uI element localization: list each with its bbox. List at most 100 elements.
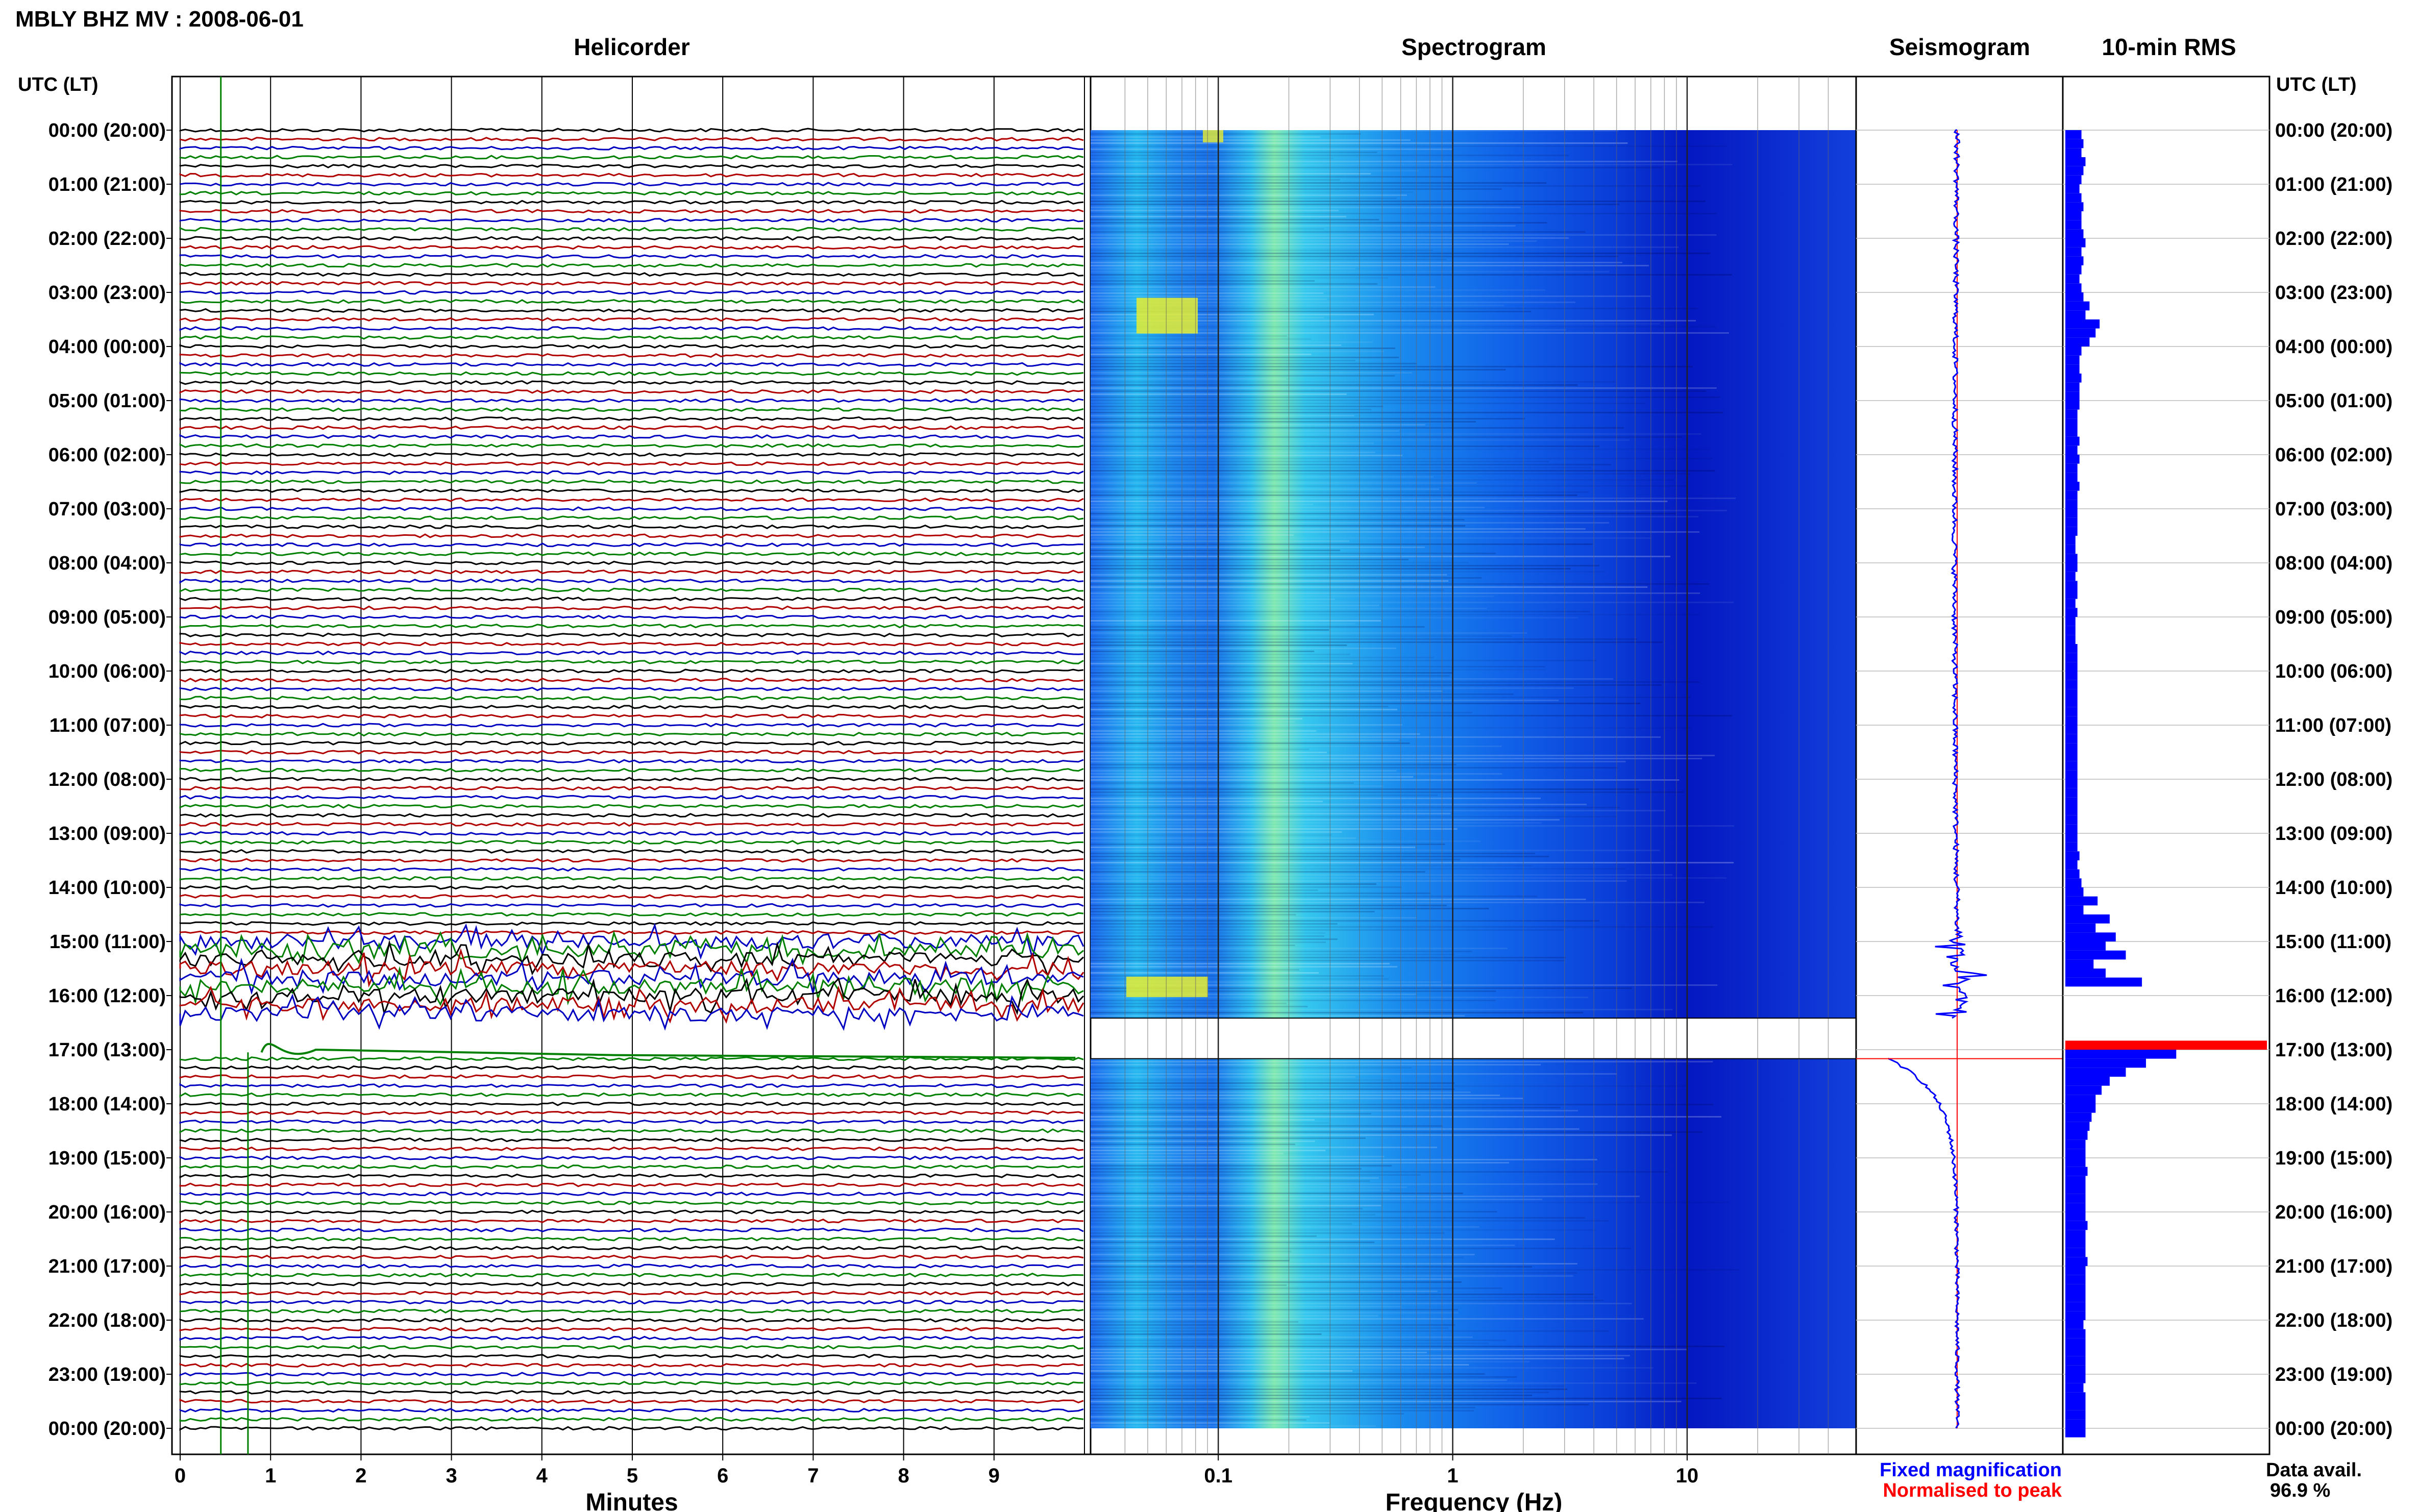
spectrogram-row — [1091, 960, 1565, 961]
time-tick-left: 02:00 (22:00) — [48, 228, 166, 250]
spectrogram-row — [1091, 295, 1650, 297]
spectrogram-row — [1091, 831, 1342, 833]
rms-bar — [2065, 932, 2116, 941]
spectrogram-row — [1091, 1141, 1315, 1142]
rms-bar — [2065, 797, 2078, 806]
spectrogram-row — [1091, 700, 1559, 701]
spectrogram-row — [1091, 920, 1600, 922]
rms-bar — [2065, 878, 2082, 887]
helicorder-trace — [179, 704, 1084, 710]
spectrogram-row — [1091, 234, 1717, 236]
rms-bar — [2065, 1302, 2086, 1311]
spectrogram-row — [1091, 911, 1375, 912]
time-tick-left: 05:00 (01:00) — [48, 390, 166, 412]
rms-bar — [2065, 337, 2090, 346]
spectrogram-row — [1091, 1165, 1392, 1167]
spectrogram-row — [1091, 886, 1402, 888]
spectrogram-row — [1091, 1189, 1390, 1191]
data-availability-label: Data avail. — [2266, 1459, 2362, 1481]
spectrogram-row — [1091, 550, 1341, 551]
spectrogram-row — [1091, 776, 1414, 778]
minute-tick-label: 5 — [627, 1465, 638, 1487]
spectrogram-row — [1091, 1416, 1310, 1418]
spectrogram-row — [1091, 442, 1374, 444]
time-axis-ticks: 00:00 (20:00) 00:00 (20:00) 01:00 (21:00) 0… — [48, 120, 2393, 1440]
spectrogram-row — [1091, 1085, 1686, 1087]
spectrogram-row — [1091, 1398, 1722, 1399]
spectrogram-row — [1091, 1122, 1329, 1124]
spectrogram-row — [1091, 1232, 1445, 1234]
spectrogram-row — [1091, 522, 1609, 524]
spectrogram-row — [1091, 1376, 1517, 1378]
spectrogram-row — [1091, 764, 1457, 765]
spectrogram-row — [1091, 1281, 1462, 1283]
spectrogram-row — [1091, 1012, 1584, 1013]
rms-bar — [2065, 509, 2078, 518]
helicorder-trace — [179, 1200, 1084, 1205]
rms-bar — [2065, 1095, 2096, 1104]
rms-bar — [2065, 752, 2078, 761]
spectrogram-row — [1091, 194, 1407, 196]
spectrogram-row — [1091, 1321, 1299, 1323]
spectrogram-row — [1091, 1309, 1459, 1310]
spectrogram-row — [1091, 929, 1564, 931]
helicorder-trace — [179, 678, 1084, 683]
spectrogram-row — [1091, 400, 1453, 401]
time-tick-right: 16:00 (12:00) — [2275, 985, 2392, 1007]
spectrogram-row — [1091, 1263, 1577, 1265]
helicorder-trace — [179, 1219, 1084, 1224]
helicorder-trace — [179, 985, 1084, 1024]
time-tick-right: 23:00 (19:00) — [2275, 1364, 2392, 1385]
spectrogram-row — [1091, 265, 1649, 266]
rms-bar — [2065, 148, 2082, 157]
spectrogram-row — [1091, 844, 1445, 845]
spectrogram-row — [1091, 366, 1693, 367]
rms-bar — [2065, 1122, 2090, 1131]
spectrogram-row — [1091, 1193, 1463, 1194]
spectrogram-row — [1091, 1015, 1465, 1017]
rms-bar — [2065, 608, 2078, 617]
spectrogram-row — [1091, 847, 1416, 848]
spectrogram-row — [1091, 761, 1626, 762]
helicorder-trace — [179, 1308, 1084, 1314]
helicorder-trace — [179, 1291, 1084, 1296]
spectrogram-row — [1091, 556, 1671, 557]
rms-bar — [2065, 779, 2078, 788]
helicorder-trace — [179, 777, 1084, 782]
spectrogram-row — [1091, 724, 1402, 726]
spectrogram-row — [1091, 256, 1619, 257]
helicorder-trace — [179, 1173, 1084, 1179]
rms-bar — [2065, 1311, 2086, 1320]
helicorder-trace — [179, 470, 1084, 475]
legend-normalised-to-peak: Normalised to peak — [1883, 1480, 2062, 1501]
spectrogram-row — [1091, 641, 1663, 643]
spectrogram-row — [1091, 1303, 1632, 1304]
spectrogram-row — [1091, 1205, 1381, 1206]
rms-bar — [2065, 247, 2082, 257]
spectrogram-row — [1091, 1364, 1469, 1366]
spectrogram-row — [1091, 853, 1535, 854]
frequency-tick-label: 10 — [1676, 1465, 1699, 1487]
spectrogram-row — [1091, 632, 1527, 634]
spectrogram-row — [1091, 1385, 1565, 1387]
helicorder-trace — [179, 371, 1084, 376]
spectrogram-row — [1091, 231, 1586, 233]
spectrogram-row — [1091, 605, 1379, 606]
spectrogram-row — [1091, 1009, 1673, 1010]
spectrogram-row — [1091, 914, 1296, 915]
spectrogram-row — [1091, 1092, 1471, 1093]
spectrogram-row — [1091, 176, 1453, 178]
spectrogram-row — [1091, 859, 1461, 860]
spectrogram-row — [1091, 819, 1560, 821]
spectrogram-row — [1091, 902, 1705, 903]
rms-bar — [2065, 536, 2076, 545]
spectrogram-row — [1091, 1370, 1352, 1372]
spectrogram-row — [1091, 795, 1438, 796]
helicorder-trace — [179, 732, 1084, 737]
helicorder-trace — [179, 200, 1084, 205]
spectrogram-row — [1091, 1217, 1585, 1219]
plot-title: MBLY BHZ MV : 2008-06-01 — [15, 7, 304, 32]
rms-bar — [2065, 1284, 2086, 1293]
rms-bar — [2065, 1131, 2088, 1140]
